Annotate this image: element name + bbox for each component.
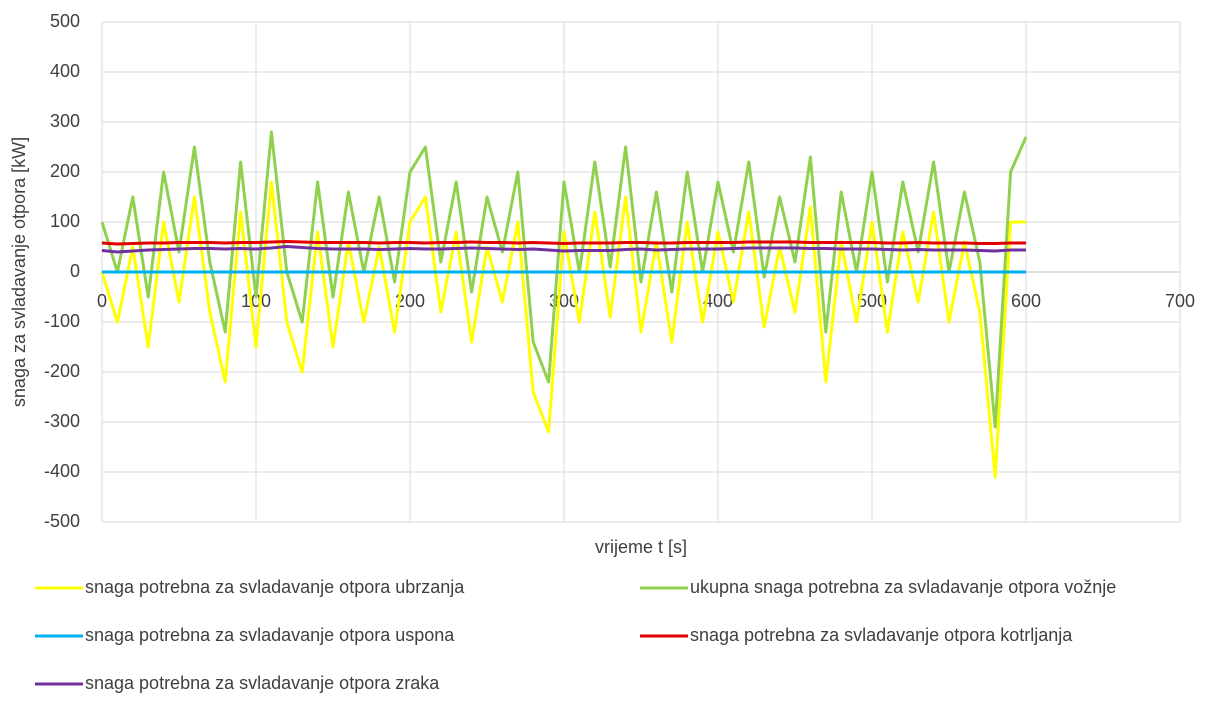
x-tick-label: 400 bbox=[703, 291, 733, 311]
series-line bbox=[100, 130, 1028, 429]
y-tick-label: 400 bbox=[50, 61, 80, 81]
y-tick-label: -400 bbox=[44, 461, 80, 481]
x-tick-label: 500 bbox=[857, 291, 887, 311]
legend-label: snaga potrebna za svladavanje otpora zra… bbox=[85, 673, 440, 693]
legend-label: ukupna snaga potrebna za svladavanje otp… bbox=[690, 577, 1116, 597]
x-tick-label: 0 bbox=[97, 291, 107, 311]
series-line bbox=[100, 180, 1026, 479]
x-axis-title: vrijeme t [s] bbox=[595, 537, 687, 557]
legend-label: snaga potrebna za svladavanje otpora ubr… bbox=[85, 577, 465, 597]
series-line bbox=[101, 245, 1026, 254]
y-tick-label: 300 bbox=[50, 111, 80, 131]
y-tick-label: -500 bbox=[44, 511, 80, 531]
series-line bbox=[101, 240, 1026, 246]
y-tick-label: -200 bbox=[44, 361, 80, 381]
y-tick-label: 200 bbox=[50, 161, 80, 181]
legend-label: snaga potrebna za svladavanje otpora kot… bbox=[690, 625, 1073, 645]
x-tick-label: 100 bbox=[241, 291, 271, 311]
y-tick-label: 0 bbox=[70, 261, 80, 281]
legend-label: snaga potrebna za svladavanje otpora usp… bbox=[85, 625, 455, 645]
x-tick-label: 600 bbox=[1011, 291, 1041, 311]
y-tick-label: -300 bbox=[44, 411, 80, 431]
x-tick-label: 700 bbox=[1165, 291, 1195, 311]
y-tick-label: -100 bbox=[44, 311, 80, 331]
x-tick-label: 200 bbox=[395, 291, 425, 311]
y-tick-label: 500 bbox=[50, 11, 80, 31]
y-axis-title: snaga za svladavanje otpora [kW] bbox=[9, 137, 29, 407]
y-tick-label: 100 bbox=[50, 211, 80, 231]
